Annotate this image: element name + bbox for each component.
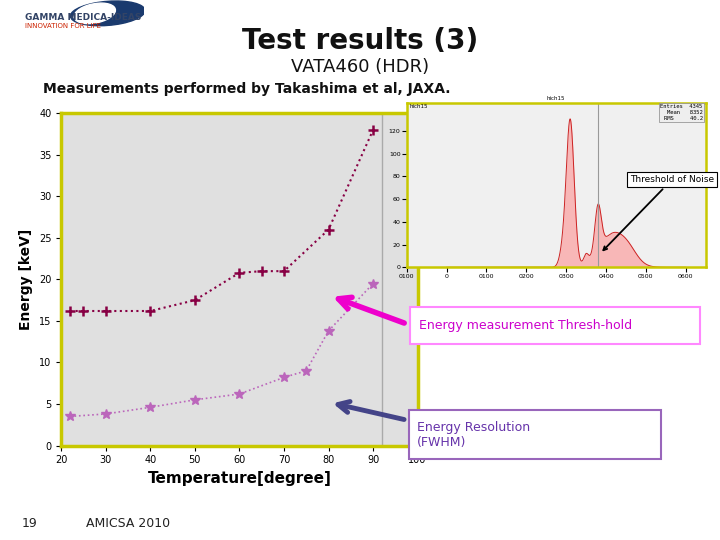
Y-axis label: Energy [keV]: Energy [keV] xyxy=(19,229,33,330)
Text: 19: 19 xyxy=(22,517,37,530)
Text: Threshold of Noise: Threshold of Noise xyxy=(603,175,714,250)
Text: GAMMA MEDICA-IDEAS: GAMMA MEDICA-IDEAS xyxy=(25,14,142,23)
Text: AMICSA 2010: AMICSA 2010 xyxy=(86,517,171,530)
FancyBboxPatch shape xyxy=(410,410,661,459)
FancyBboxPatch shape xyxy=(410,307,700,343)
Text: VATA460 (HDR): VATA460 (HDR) xyxy=(291,58,429,77)
Text: Test results (3): Test results (3) xyxy=(242,26,478,55)
Text: Entries  4345
Mean   8352
RMS     40.2: Entries 4345 Mean 8352 RMS 40.2 xyxy=(660,104,703,121)
Text: Energy Resolution
(FWHM): Energy Resolution (FWHM) xyxy=(417,421,531,449)
Ellipse shape xyxy=(74,3,115,24)
Text: hich15: hich15 xyxy=(547,96,565,101)
X-axis label: Temperature[degree]: Temperature[degree] xyxy=(148,471,331,486)
Text: hich15: hich15 xyxy=(410,104,428,109)
Text: Measurements performed by Takashima et al, JAXA.: Measurements performed by Takashima et a… xyxy=(43,82,451,96)
Text: INNOVATION FOR LIFE: INNOVATION FOR LIFE xyxy=(25,23,102,29)
Text: Energy measurement Thresh-hold: Energy measurement Thresh-hold xyxy=(419,319,632,332)
Ellipse shape xyxy=(71,1,145,26)
